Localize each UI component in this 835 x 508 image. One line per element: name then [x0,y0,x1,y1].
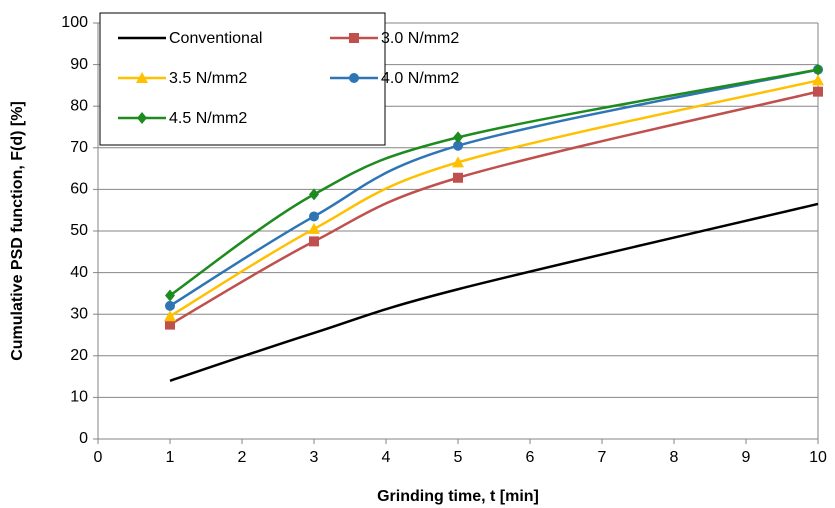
marker [813,86,823,97]
legend-label: 3.0 N/mm2 [381,30,459,47]
y-tick-label: 40 [70,264,88,281]
marker [309,236,319,247]
y-tick-label: 70 [70,139,88,156]
marker [309,211,319,222]
y-tick-label: 80 [70,97,88,114]
x-axis-title: Grinding time, t [min] [377,488,539,505]
y-tick-label: 10 [70,389,88,406]
legend-label: 4.0 N/mm2 [381,70,459,87]
y-tick-label: 0 [79,430,88,447]
x-tick-label: 1 [166,449,175,466]
x-tick-label: 0 [94,449,103,466]
x-tick-label: 8 [670,449,679,466]
x-tick-label: 7 [598,449,607,466]
marker [165,319,175,330]
series-line [169,68,819,297]
x-tick-label: 9 [742,449,751,466]
x-tick-label: 10 [809,449,827,466]
legend: Conventional 3.0 N/mm2 3.5 N/mm2 4.0 N/mm2 4… [99,12,459,146]
marker [164,310,176,322]
marker [349,73,359,83]
marker [453,140,463,151]
marker [165,300,175,311]
marker [349,33,359,43]
y-tick-label: 90 [70,56,88,73]
marker [309,188,319,201]
marker [137,112,147,124]
marker [452,156,464,168]
y-tick-label: 100 [61,14,88,31]
marker [165,289,175,302]
y-tick-label: 30 [70,305,88,322]
y-tick-label: 20 [70,347,88,364]
series-line [169,90,819,326]
y-tick-label: 50 [70,222,88,239]
legend-label: 3.5 N/mm2 [169,70,247,87]
marker [813,63,823,76]
x-tick-label: 6 [526,449,535,466]
series-line [169,79,819,318]
marker [453,131,463,144]
x-tick-label: 2 [238,449,247,466]
marker [812,74,824,86]
y-axis-title: Cumulative PSD function, F(d) [%] [9,101,26,361]
x-tick-label: 4 [382,449,391,466]
legend-label: 4.5 N/mm2 [169,110,247,127]
marker [308,222,320,234]
marker [453,172,463,183]
y-tick-label: 60 [70,181,88,198]
x-tick-label: 5 [454,449,463,466]
marker [136,72,148,83]
series-line [169,68,819,307]
legend-label: Conventional [169,30,262,47]
series-line [169,202,819,382]
x-tick-label: 3 [310,449,319,466]
